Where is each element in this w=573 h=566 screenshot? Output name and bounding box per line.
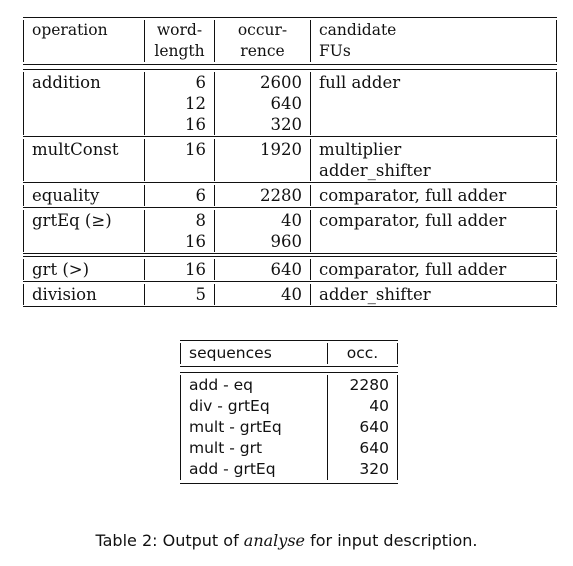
candidate-cell: multiplier adder_shifter — [311, 139, 557, 181]
wordlength-cell: 8 16 — [145, 210, 215, 252]
table-row: multConst 16 1920 multiplier adder_shift… — [23, 137, 557, 183]
operation-cell: addition — [23, 72, 145, 135]
occ-cell: 40 — [369, 397, 389, 415]
occurrence-cell: 640 — [215, 259, 311, 280]
operations-table-header: operation word- length occur- rence cand… — [23, 17, 557, 65]
sequences-table-header: sequences occ. — [180, 340, 398, 367]
candidate-cell: comparator, full adder — [311, 185, 557, 206]
sequence-cell: mult - grtEq — [189, 418, 282, 436]
operation-cell: equality — [23, 185, 145, 206]
wordlength-cell: 5 — [145, 284, 215, 305]
table-row: equality 6 2280 comparator, full adder — [23, 183, 557, 208]
operation-cell: grt (>) — [23, 259, 145, 280]
header-operation: operation — [23, 20, 145, 62]
sequence-cell: add - grtEq — [189, 460, 276, 478]
sequence-cell: div - grtEq — [189, 397, 270, 415]
table-caption: Table 2: Output of analyse for input des… — [95, 531, 478, 550]
candidate-cell: comparator, full adder — [311, 259, 557, 280]
caption-emphasis: analyse — [243, 531, 306, 550]
wordlength-cell: 16 — [145, 139, 215, 181]
wordlength-cell: 16 — [145, 259, 215, 280]
sequence-cell: add - eq — [189, 376, 253, 394]
operation-cell: grtEq (≥) — [23, 210, 145, 252]
occ-cell: 320 — [359, 460, 389, 478]
sequences-table-body: add - eq div - grtEq mult - grtEq mult -… — [180, 372, 398, 484]
candidate-cell: full adder — [311, 72, 557, 135]
occ-cell: 640 — [359, 439, 389, 457]
table-row: grt (>) 16 640 comparator, full adder — [23, 256, 557, 282]
sequence-column: add - eq div - grtEq mult - grtEq mult -… — [180, 375, 328, 480]
occurrence-cell: 2280 — [215, 185, 311, 206]
occ-cell: 2280 — [349, 376, 389, 394]
table-row: division 5 40 adder_shifter — [23, 282, 557, 307]
header-sequences: sequences — [180, 343, 328, 364]
occurrence-cell: 2600 640 320 — [215, 72, 311, 135]
operation-cell: division — [23, 284, 145, 305]
occ-cell: 640 — [359, 418, 389, 436]
header-occurrence: occur- rence — [215, 20, 311, 62]
wordlength-cell: 6 — [145, 185, 215, 206]
candidate-cell: adder_shifter — [311, 284, 557, 305]
sequences-table: sequences occ. add - eq div - grtEq mult… — [180, 340, 398, 484]
occurrence-cell: 1920 — [215, 139, 311, 181]
header-wordlength: word- length — [145, 20, 215, 62]
sequence-cell: mult - grt — [189, 439, 263, 457]
candidate-cell: comparator, full adder — [311, 210, 557, 252]
occurrence-cell: 40 960 — [215, 210, 311, 252]
header-occ: occ. — [328, 343, 398, 364]
table-row: addition 6 12 16 2600 640 320 full adder — [23, 69, 557, 137]
occ-column: 2280 40 640 640 320 — [328, 375, 398, 480]
header-candidate-fus: candidate FUs — [311, 20, 557, 62]
occurrence-cell: 40 — [215, 284, 311, 305]
wordlength-cell: 6 12 16 — [145, 72, 215, 135]
table-row: grtEq (≥) 8 16 40 960 comparator, full a… — [23, 208, 557, 254]
operations-table: operation word- length occur- rence cand… — [23, 17, 557, 307]
operation-cell: multConst — [23, 139, 145, 181]
